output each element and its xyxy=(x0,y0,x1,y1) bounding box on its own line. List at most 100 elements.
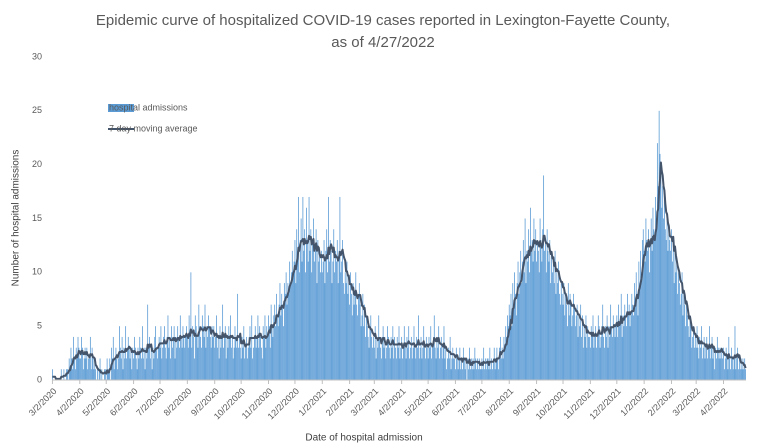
bar xyxy=(409,358,410,380)
bar xyxy=(477,358,478,380)
bar xyxy=(274,304,276,380)
bar xyxy=(291,250,293,380)
bar xyxy=(338,250,340,380)
bar xyxy=(737,347,739,380)
bar xyxy=(676,261,678,380)
bar xyxy=(196,336,198,380)
bar xyxy=(185,336,186,380)
bar xyxy=(373,347,375,380)
bar xyxy=(186,336,188,380)
bar xyxy=(435,358,437,380)
bar xyxy=(165,358,167,380)
bar xyxy=(251,315,253,380)
bar xyxy=(604,347,605,380)
bar xyxy=(344,272,346,380)
bar xyxy=(215,336,216,380)
bar xyxy=(385,358,387,380)
bar xyxy=(634,304,636,380)
bar xyxy=(493,347,495,380)
bar xyxy=(85,358,87,380)
bar xyxy=(555,293,557,380)
bar xyxy=(431,358,433,380)
bar xyxy=(336,240,338,380)
bar xyxy=(714,369,716,380)
bar xyxy=(544,250,545,380)
bar xyxy=(646,240,648,380)
bar xyxy=(462,369,463,380)
bar xyxy=(199,326,201,380)
bar xyxy=(146,358,148,380)
bar xyxy=(481,358,483,380)
bar xyxy=(349,304,351,380)
bar xyxy=(736,358,738,380)
bar xyxy=(615,326,617,380)
bar xyxy=(350,293,352,380)
bar xyxy=(192,326,194,380)
bar xyxy=(477,369,479,380)
bar xyxy=(302,196,304,380)
bar xyxy=(94,358,96,380)
bar xyxy=(479,369,481,380)
y-tick-label: 25 xyxy=(32,105,42,115)
bar xyxy=(465,358,467,380)
bar xyxy=(255,347,257,380)
bar xyxy=(384,336,386,380)
y-tick-label: 20 xyxy=(32,159,42,169)
bar xyxy=(252,358,254,380)
bar xyxy=(290,283,291,380)
bar xyxy=(395,358,397,380)
bar xyxy=(478,358,480,380)
bar xyxy=(559,304,561,380)
bar xyxy=(299,240,301,380)
bar xyxy=(414,347,416,380)
bar xyxy=(553,283,555,380)
bar xyxy=(321,272,323,380)
bar xyxy=(686,304,687,380)
bar xyxy=(120,358,122,380)
bar xyxy=(722,358,724,380)
bar xyxy=(310,229,312,380)
bar xyxy=(347,293,349,380)
bar xyxy=(246,336,247,380)
bar xyxy=(388,336,389,380)
bar xyxy=(233,347,235,380)
bar xyxy=(278,304,280,380)
bar xyxy=(680,293,682,380)
bar xyxy=(589,347,591,380)
bar xyxy=(639,283,641,380)
bar xyxy=(104,369,106,380)
bar xyxy=(552,261,554,380)
bar xyxy=(467,358,469,380)
bar xyxy=(296,229,298,380)
bar xyxy=(436,336,438,380)
bar xyxy=(593,347,595,380)
bar xyxy=(548,261,550,380)
bar xyxy=(322,261,324,380)
bar xyxy=(694,336,696,380)
bar xyxy=(98,369,100,380)
x-tick-label: 4/2/2020 xyxy=(54,386,86,418)
bar xyxy=(179,315,181,380)
bar xyxy=(289,261,291,380)
bar xyxy=(558,261,560,380)
bar xyxy=(142,358,144,380)
bar xyxy=(283,326,284,380)
bar xyxy=(132,347,134,380)
bar xyxy=(725,347,727,380)
bar xyxy=(287,283,289,380)
bar xyxy=(531,240,533,380)
bar xyxy=(623,326,625,380)
bar xyxy=(52,369,53,380)
bar xyxy=(72,369,74,380)
bar xyxy=(317,240,319,380)
bar xyxy=(704,358,706,380)
bar xyxy=(63,369,65,380)
bar xyxy=(652,207,654,380)
bar xyxy=(459,347,461,380)
bar xyxy=(326,229,328,380)
bar xyxy=(138,358,140,380)
bar xyxy=(440,336,442,380)
bar xyxy=(620,293,622,380)
bar xyxy=(455,369,456,380)
bar xyxy=(516,283,518,380)
